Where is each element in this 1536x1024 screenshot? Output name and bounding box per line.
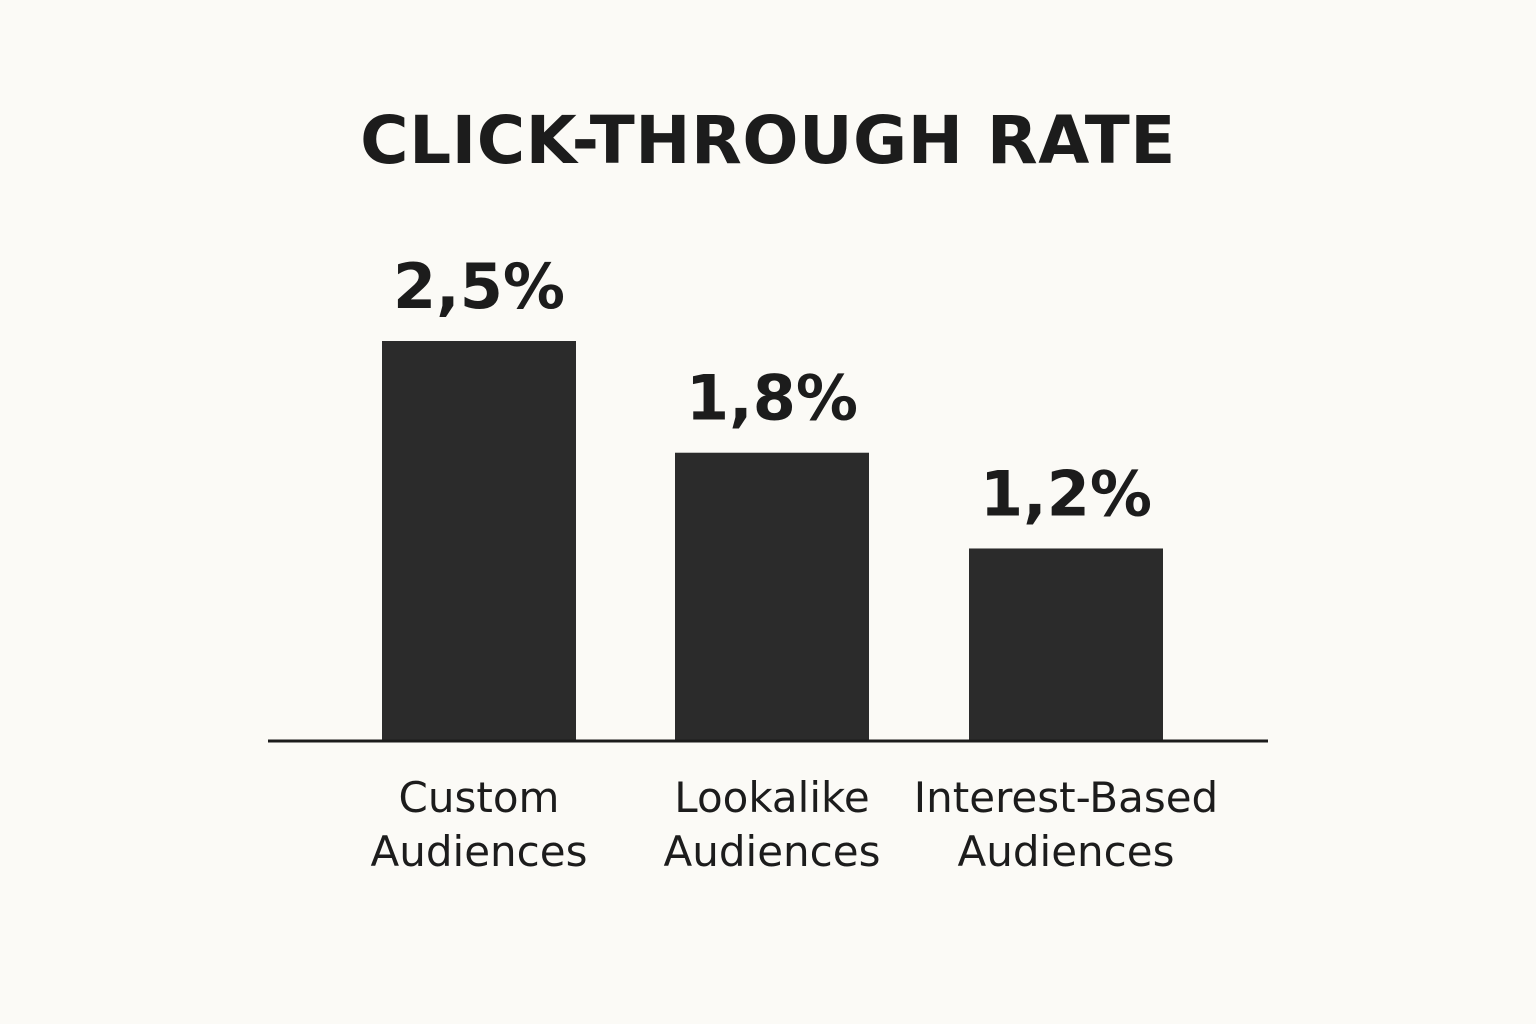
labels-layer: 2,5% Custom Audiences 1,8% Lookalike Audience…: [371, 250, 1219, 876]
category-label-line: Audiences: [958, 827, 1175, 876]
category-label-line: Lookalike: [674, 773, 869, 822]
category-label-line: Custom: [399, 773, 560, 822]
category-label-line: Interest-Based: [914, 773, 1218, 822]
chart-title: CLICK-THROUGH RATE: [360, 102, 1176, 179]
bars-layer: [382, 341, 1163, 740]
value-label-3: 1,2%: [980, 457, 1152, 530]
category-label-line: Audiences: [371, 827, 588, 876]
category-label-3: Interest-Based Audiences: [914, 773, 1218, 876]
category-label-line: Audiences: [664, 827, 881, 876]
value-label-2: 1,8%: [686, 362, 858, 435]
value-label-1: 2,5%: [393, 250, 565, 323]
bar-1: [382, 341, 576, 740]
category-label-1: Custom Audiences: [371, 773, 588, 876]
bar-2: [675, 452, 869, 740]
bar-3: [969, 548, 1163, 740]
category-label-2: Lookalike Audiences: [664, 773, 881, 876]
